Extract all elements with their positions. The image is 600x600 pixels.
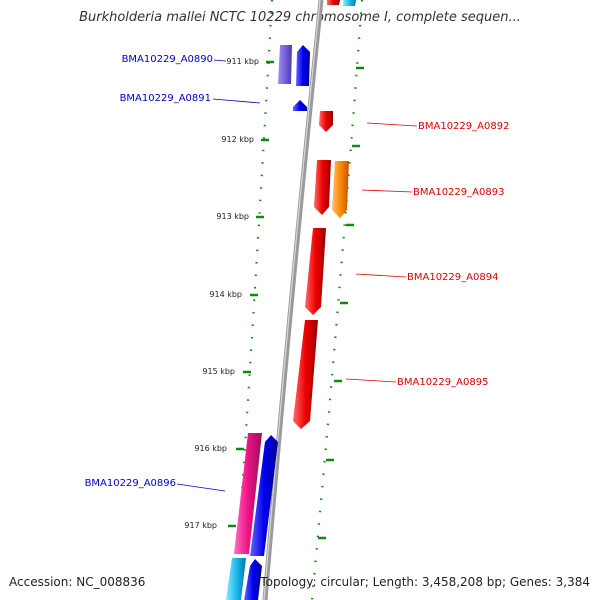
tick-label: 915 kbp <box>202 367 235 376</box>
topology-text: Topology: circular; Length: 3,458,208 bp… <box>260 575 590 589</box>
left-major-ticks <box>228 60 274 528</box>
gene-block-top-cyan[interactable] <box>343 0 356 6</box>
tick-label: 917 kbp <box>184 521 217 530</box>
tick-label: 913 kbp <box>216 212 249 221</box>
map-title: Burkholderia mallei NCTC 10229 chromosom… <box>79 10 521 25</box>
right-scale-track <box>310 0 364 600</box>
gene-label-A0894-group[interactable]: BMA10229_A0894 <box>355 272 498 283</box>
gene-block-purple[interactable] <box>278 45 292 84</box>
gene-block-pink[interactable] <box>234 433 262 554</box>
gene-label-A0892-group[interactable]: BMA10229_A0892 <box>366 121 509 132</box>
gene-label-A0895-group[interactable]: BMA10229_A0895 <box>345 377 488 388</box>
gene-label-A0891-group[interactable]: BMA10229_A0891 <box>120 93 261 104</box>
tick-label: 912 kbp <box>221 135 254 144</box>
gene-arrow-A0893-red[interactable] <box>314 160 331 215</box>
gene-arrow-A0894[interactable] <box>305 228 326 315</box>
gene-label-A0890-group[interactable]: BMA10229_A0890 <box>122 54 227 65</box>
gene-label[interactable]: BMA10229_A0890 <box>122 54 213 65</box>
gene-label[interactable]: BMA10229_A0896 <box>85 478 176 489</box>
gene-label[interactable]: BMA10229_A0893 <box>413 187 504 198</box>
gene-label-A0893-group[interactable]: BMA10229_A0893 <box>361 187 504 198</box>
gene-arrow-A0891[interactable] <box>293 100 307 111</box>
tick-label: 916 kbp <box>194 444 227 453</box>
gene-label-A0896-group[interactable]: BMA10229_A0896 <box>85 478 226 492</box>
gene-label[interactable]: BMA10229_A0891 <box>120 93 211 104</box>
gene-arrow-A0896[interactable] <box>250 435 278 556</box>
gene-arrow-A0890[interactable] <box>296 45 310 86</box>
chromosome-backbone <box>262 0 324 600</box>
gene-arrow-bottom-blue[interactable] <box>244 559 262 600</box>
gene-block-top-red[interactable] <box>327 0 340 5</box>
gene-block-cyan[interactable] <box>226 558 246 600</box>
gene-label[interactable]: BMA10229_A0892 <box>418 121 509 132</box>
left-scale-track <box>233 0 274 600</box>
accession-text: Accession: NC_008836 <box>9 575 146 589</box>
gene-arrow-A0895[interactable] <box>293 320 318 429</box>
tick-label: 911 kbp <box>226 57 259 66</box>
gene-label[interactable]: BMA10229_A0895 <box>397 377 488 388</box>
gene-label[interactable]: BMA10229_A0894 <box>407 272 498 283</box>
gene-arrow-A0892[interactable] <box>319 111 333 132</box>
right-major-ticks <box>318 66 364 540</box>
tick-label: 914 kbp <box>209 290 242 299</box>
chromosome-backbone-highlight <box>263 0 321 600</box>
gene-arrow-A0893[interactable] <box>332 161 349 218</box>
